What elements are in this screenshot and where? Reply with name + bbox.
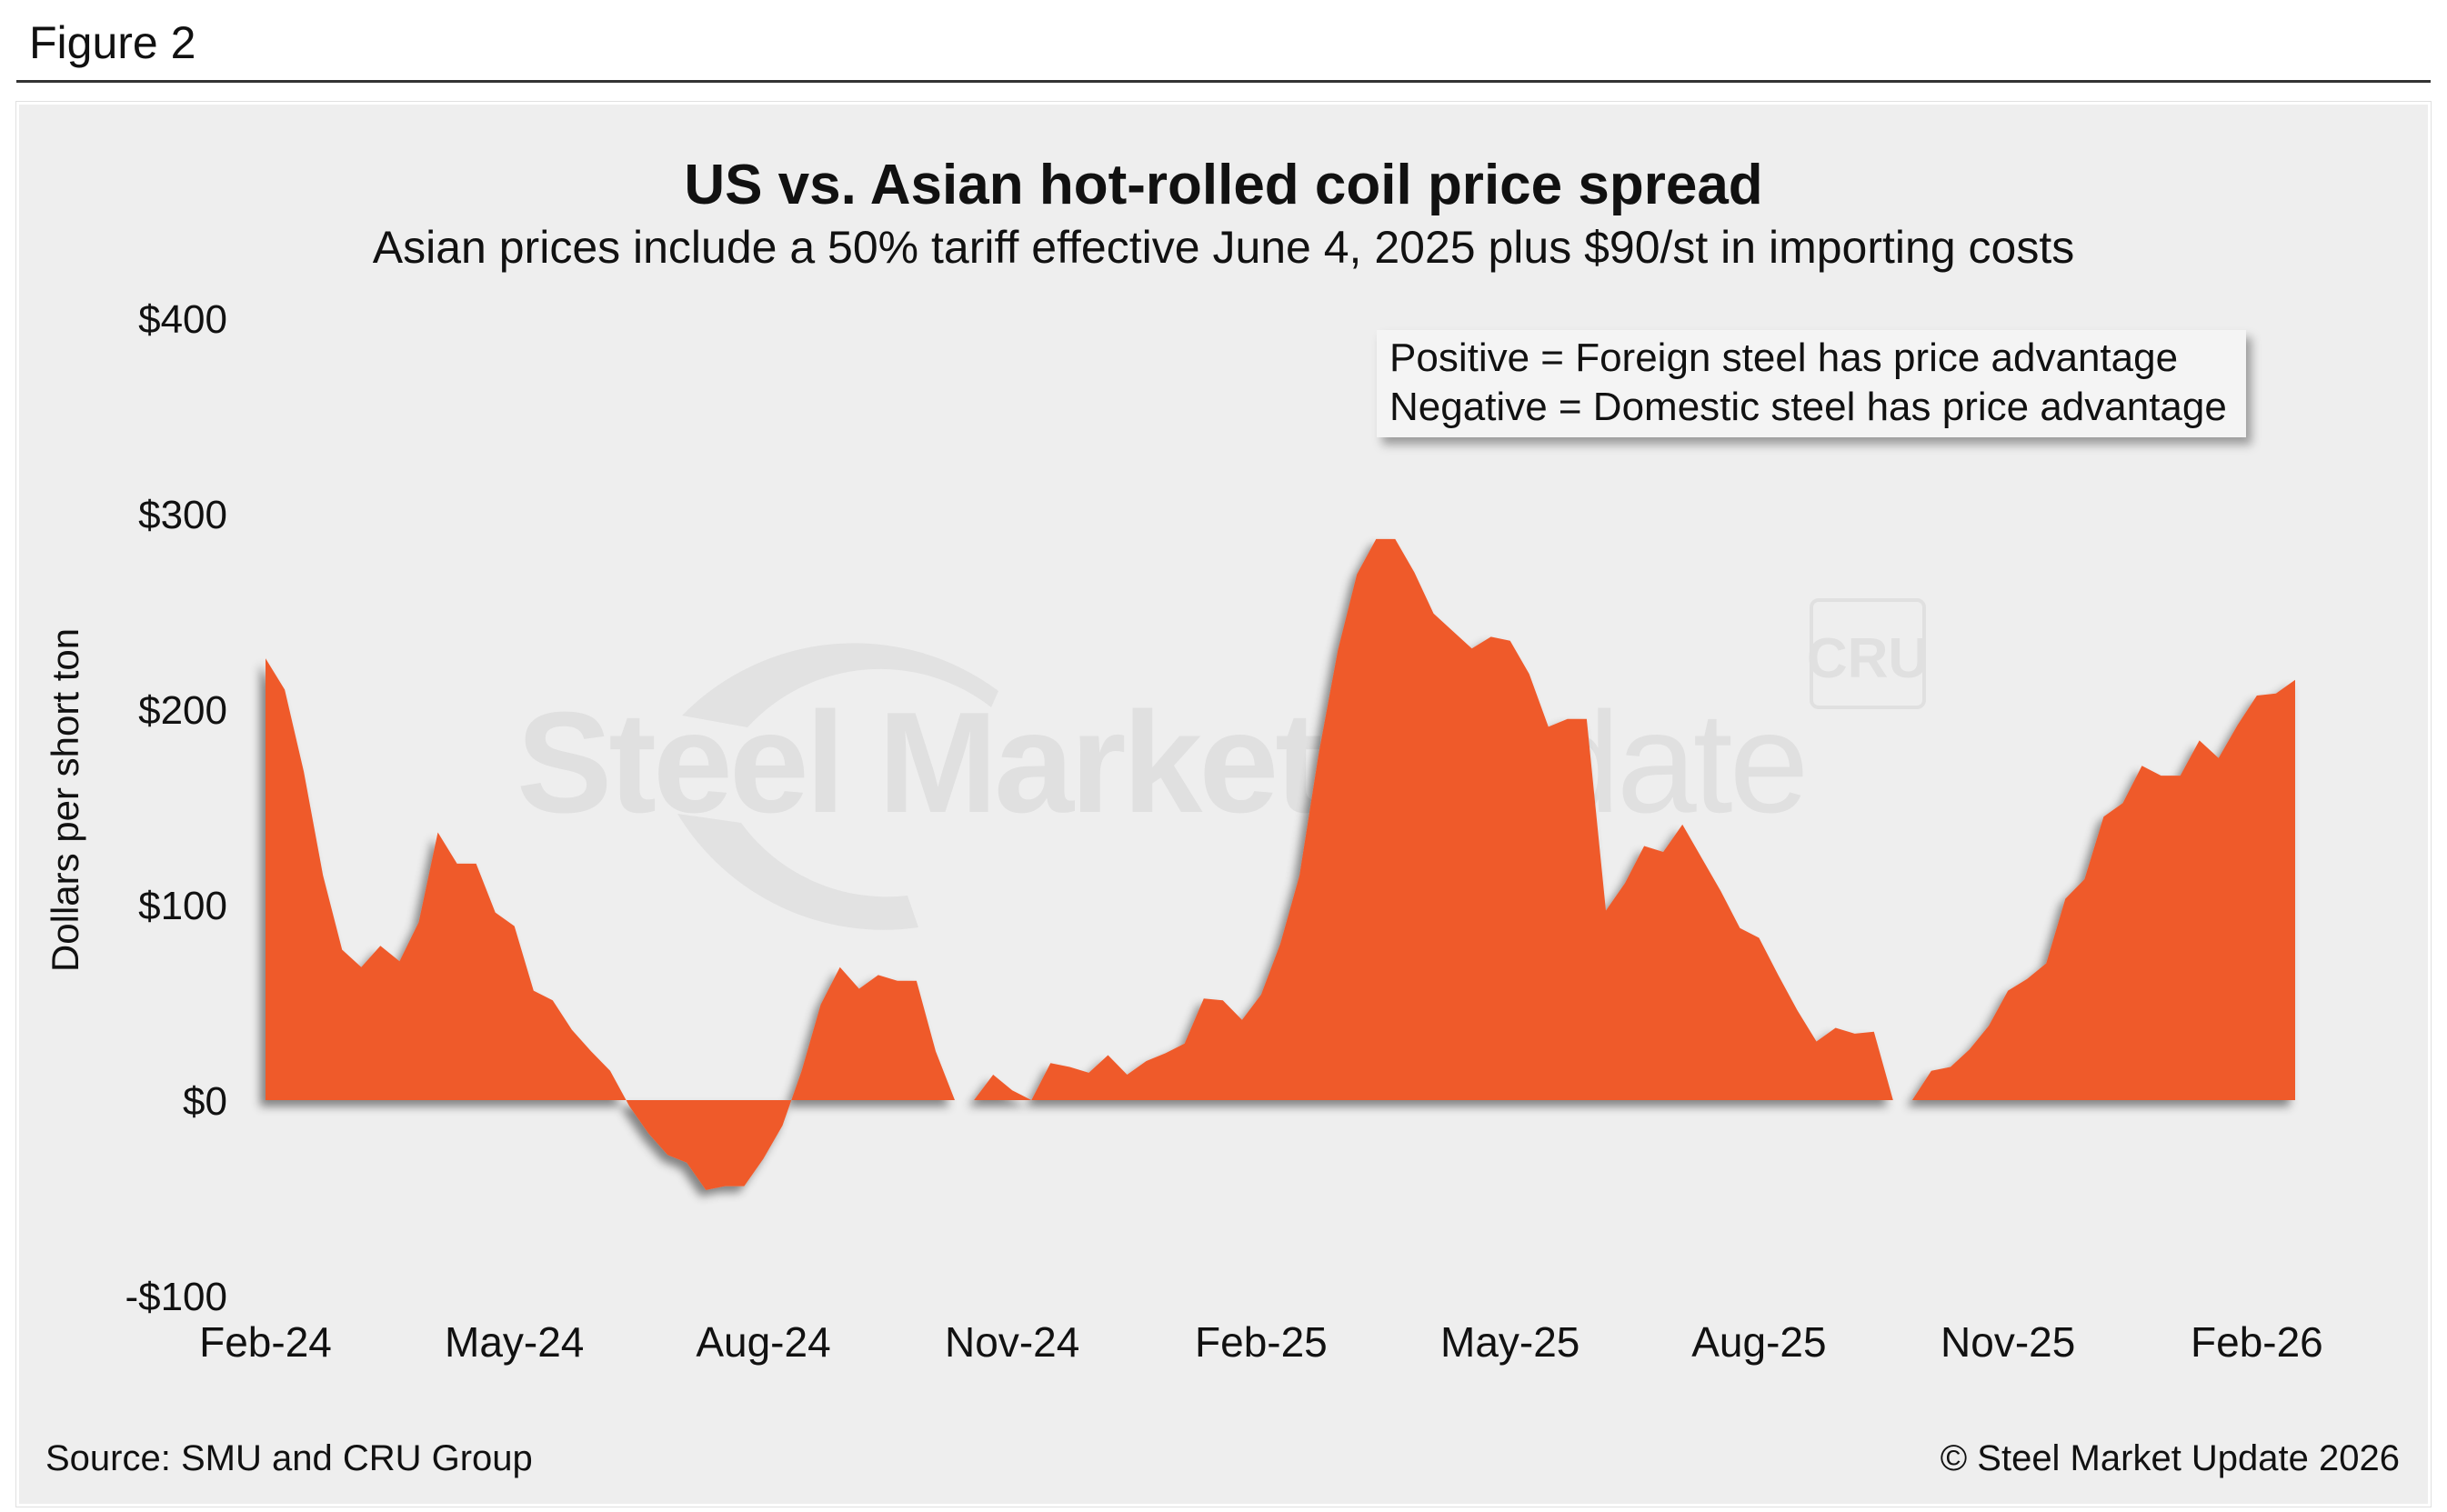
y-tick-label: $0	[183, 1079, 227, 1124]
chart-title: US vs. Asian hot-rolled coil price sprea…	[684, 154, 1763, 216]
figure-label: Figure 2	[29, 17, 196, 68]
y-tick-label: $300	[138, 493, 227, 537]
area-series	[266, 538, 2295, 1190]
x-tick-label: Aug-24	[696, 1318, 830, 1366]
x-tick-label: Nov-24	[945, 1318, 1079, 1366]
y-tick-label: $200	[138, 688, 227, 733]
x-tick-label: May-25	[1440, 1318, 1580, 1366]
area-spread-series	[266, 538, 2295, 1190]
header-divider	[16, 80, 2431, 83]
watermark-brand-bold: Steel Market	[516, 683, 1321, 843]
legend-positive: Positive = Foreign steel has price advan…	[1389, 335, 2179, 380]
figure-header: Figure 2	[0, 0, 2447, 84]
watermark-partner-badge	[1810, 598, 1926, 709]
x-axis-ticks: Feb-24 May-24 Aug-24 Nov-24 Feb-25 May-25 Aug-…	[199, 1318, 2323, 1366]
x-tick-label: Nov-25	[1941, 1318, 2075, 1366]
copyright-note: © Steel Market Update 2026	[1940, 1438, 2400, 1478]
y-tick-label: -$100	[125, 1275, 227, 1319]
x-tick-label: Feb-25	[1195, 1318, 1328, 1366]
watermark-swoosh-lower-icon	[677, 814, 918, 930]
legend-negative: Negative = Domestic steel has price adva…	[1389, 385, 2227, 429]
legend-box: Positive = Foreign steel has price advan…	[1377, 330, 2246, 437]
x-tick-label: May-24	[445, 1318, 584, 1366]
watermark-partner: CRU	[1807, 627, 1929, 690]
y-tick-label: $400	[138, 297, 227, 342]
y-axis-label: Dollars per short ton	[44, 628, 86, 972]
x-tick-label: Aug-25	[1691, 1318, 1826, 1366]
chart-subtitle: Asian prices include a 50% tariff effect…	[372, 222, 2075, 273]
x-tick-label: Feb-24	[199, 1318, 332, 1366]
y-tick-label: $100	[138, 884, 227, 928]
watermark: Steel Market Update CRU	[516, 598, 1929, 930]
watermark-swoosh-icon	[682, 643, 998, 727]
source-note: Source: SMU and CRU Group	[45, 1438, 533, 1478]
x-tick-label: Feb-26	[2191, 1318, 2323, 1366]
y-axis-ticks: -$100 $0 $100 $200 $300 $400	[125, 297, 227, 1319]
